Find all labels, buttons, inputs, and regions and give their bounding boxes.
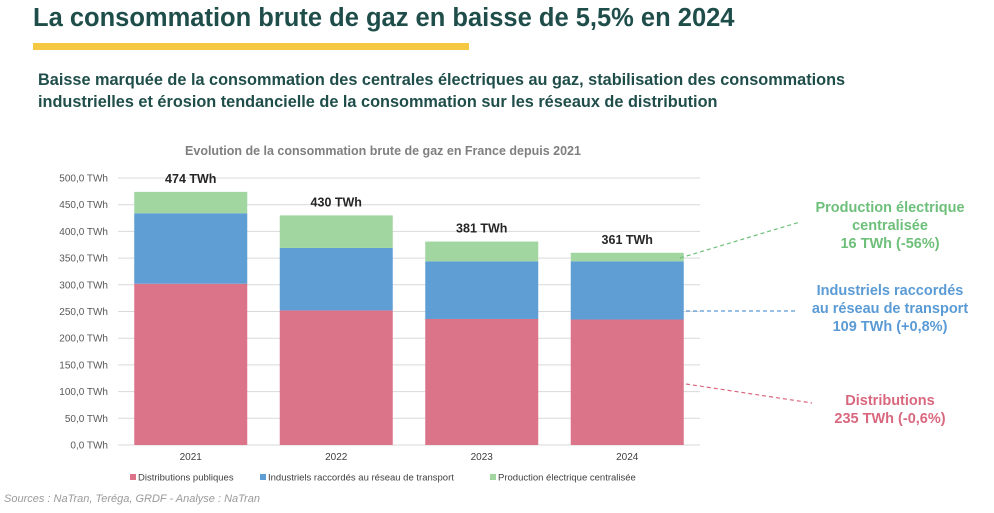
annotation-production: Production électrique centralisée 16 TWh…: [800, 199, 980, 253]
legend-swatch-0: [130, 474, 136, 480]
annotation-industriels-line2: au réseau de transport: [811, 301, 969, 317]
annotation-industriels-value: 109 TWh (+0,8%): [832, 319, 948, 335]
bar-2021-series-0: [134, 283, 248, 445]
bar-2022-series-0: [279, 310, 393, 445]
legend-label-2: Production électrique centralisée: [498, 473, 636, 484]
annotation-distributions: Distributions 235 TWh (-0,6%): [800, 392, 980, 428]
x-tick-label-2021: 2021: [180, 452, 203, 463]
connector-distributions: [685, 383, 813, 404]
page-subtitle: Baisse marquée de la consommation des ce…: [38, 69, 968, 113]
bar-2021-series-1: [134, 213, 248, 284]
page-title: La consommation brute de gaz en baisse d…: [33, 4, 735, 32]
total-label-2024: 361 TWh: [602, 233, 653, 247]
y-tick-label-7: 350,0 TWh: [59, 254, 108, 265]
connector-production: [679, 221, 801, 259]
subtitle-line-1: Baisse marquée de la consommation des ce…: [38, 71, 846, 89]
bar-2024-series-2: [570, 252, 684, 262]
bar-2022-series-2: [279, 215, 393, 248]
bar-2023-series-2: [425, 241, 539, 262]
annotation-distributions-line1: Distributions: [845, 393, 935, 409]
y-tick-label-8: 400,0 TWh: [59, 227, 108, 238]
annotation-industriels: Industriels raccordés au réseau de trans…: [795, 282, 985, 336]
total-label-2023: 381 TWh: [456, 222, 507, 236]
x-tick-label-2024: 2024: [616, 452, 639, 463]
chart-title: Evolution de la consommation brute de ga…: [185, 144, 581, 158]
y-tick-label-6: 300,0 TWh: [59, 280, 108, 291]
bar-2024-series-0: [570, 319, 684, 445]
y-tick-label-4: 200,0 TWh: [59, 334, 108, 345]
bar-2021-series-2: [134, 191, 248, 214]
annotation-distributions-value: 235 TWh (-0,6%): [834, 411, 946, 427]
legend-label-1: Industriels raccordés au réseau de trans…: [268, 473, 454, 484]
y-tick-label-3: 150,0 TWh: [59, 360, 108, 371]
annotation-production-value: 16 TWh (-56%): [840, 236, 940, 252]
total-label-2021: 474 TWh: [165, 172, 216, 186]
legend-swatch-2: [490, 474, 496, 480]
subtitle-line-2: industrielles et érosion tendancielle de…: [38, 93, 718, 111]
y-tick-label-2: 100,0 TWh: [59, 387, 108, 398]
annotation-industriels-line1: Industriels raccordés: [816, 283, 964, 299]
source-note: Sources : NaTran, Teréga, GRDF - Analyse…: [4, 493, 260, 505]
x-tick-label-2022: 2022: [325, 452, 348, 463]
bar-2023-series-0: [425, 318, 539, 445]
y-tick-label-1: 50,0 TWh: [65, 414, 108, 425]
y-tick-label-10: 500,0 TWh: [59, 174, 108, 185]
y-tick-label-9: 450,0 TWh: [59, 200, 108, 211]
y-tick-label-5: 250,0 TWh: [59, 307, 108, 318]
annotation-production-line2: centralisée: [852, 218, 928, 234]
x-tick-label-2023: 2023: [471, 452, 494, 463]
bar-2022-series-1: [279, 247, 393, 311]
title-underline: [33, 43, 469, 50]
bar-2023-series-1: [425, 261, 539, 319]
total-label-2022: 430 TWh: [311, 195, 362, 209]
bar-2024-series-1: [570, 261, 684, 320]
annotation-production-line1: Production électrique: [815, 200, 965, 216]
legend-swatch-1: [260, 474, 266, 480]
y-tick-label-0: 0,0 TWh: [70, 441, 108, 452]
legend-label-0: Distributions publiques: [138, 473, 234, 484]
